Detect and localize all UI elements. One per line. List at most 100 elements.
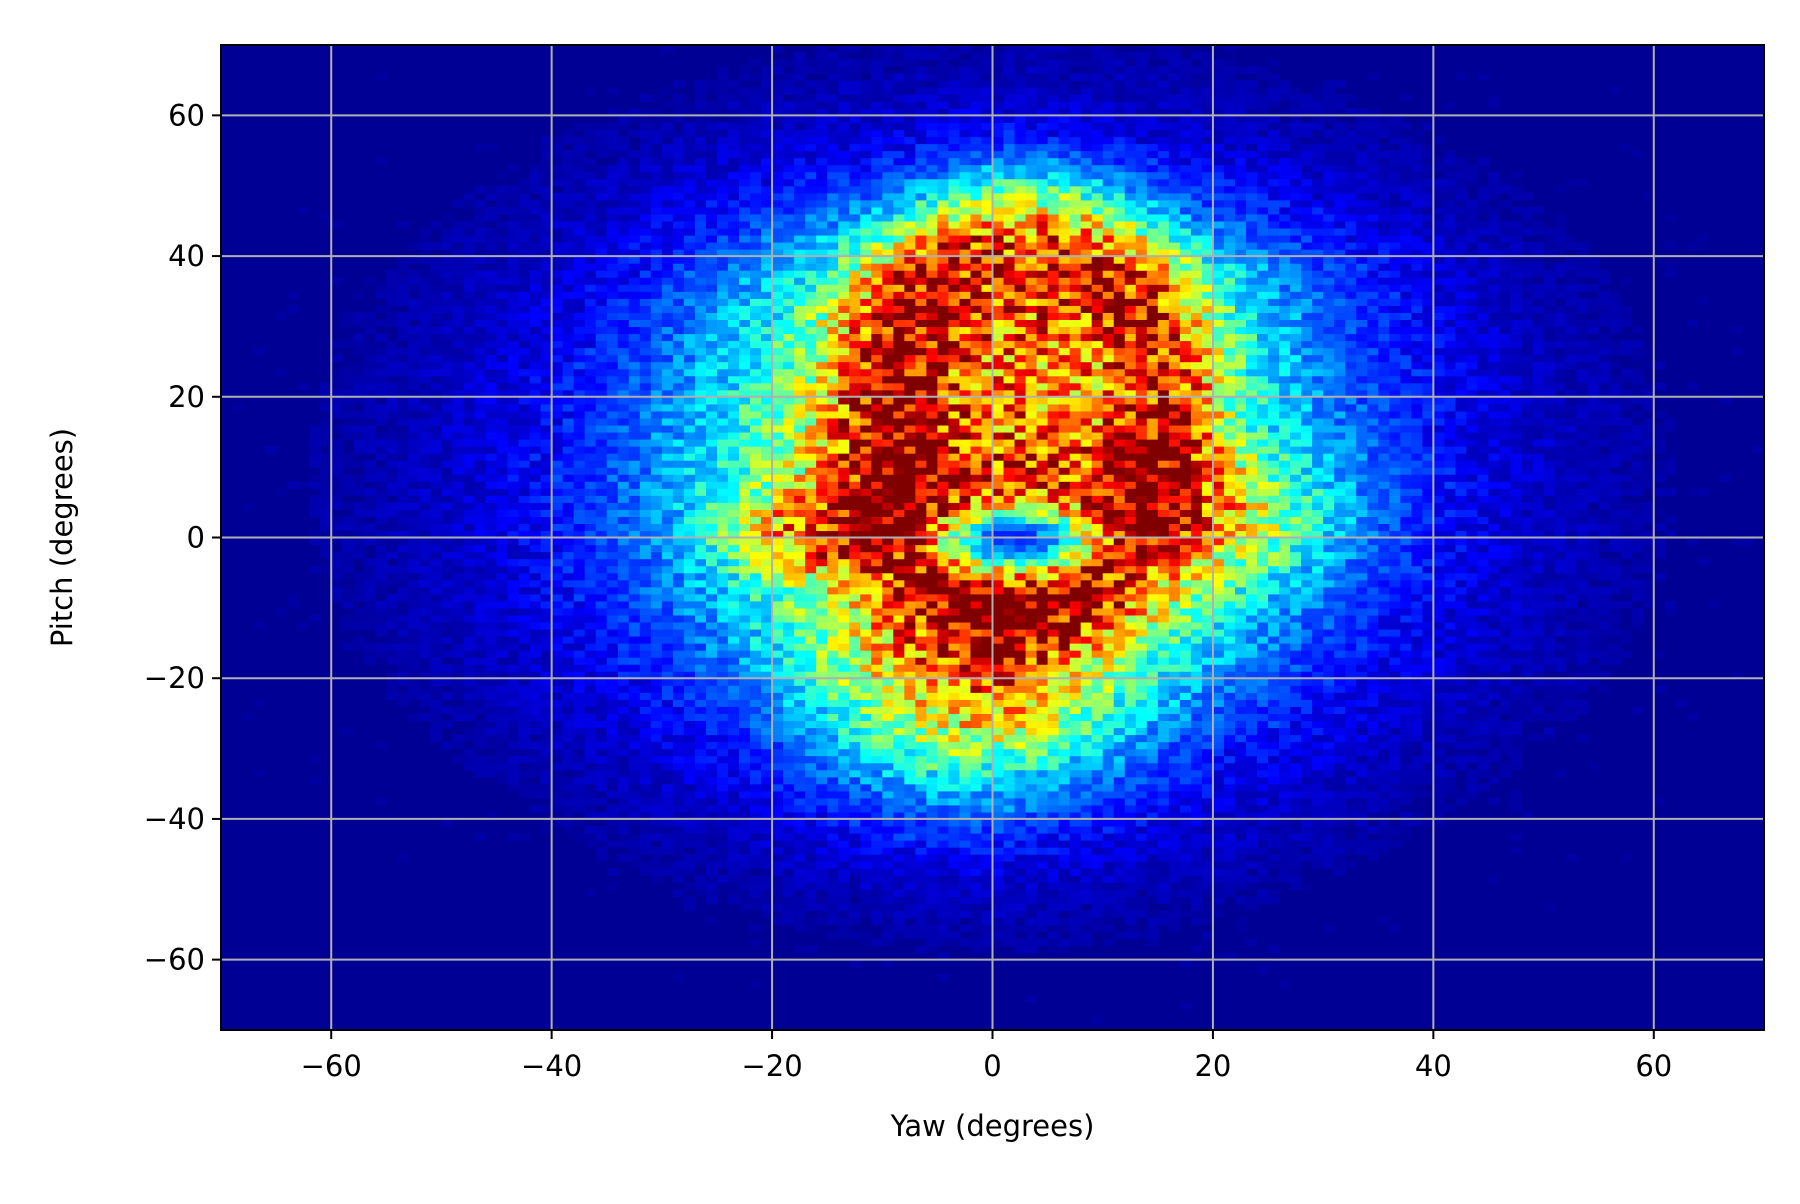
heatmap-cell [705, 439, 718, 447]
heatmap-cell [683, 537, 696, 546]
heatmap-cell [639, 474, 652, 482]
heatmap-cell [783, 811, 795, 820]
heatmap-cell [794, 727, 806, 736]
heatmap-cell [783, 903, 795, 911]
heatmap-cell [838, 115, 850, 123]
heatmap-cell [606, 164, 619, 173]
heatmap-cell [650, 220, 663, 229]
heatmap-cell [816, 868, 828, 876]
heatmap-cell [761, 678, 773, 686]
heatmap-cell [452, 657, 465, 665]
heatmap-cell [838, 537, 850, 546]
heatmap-cell [727, 544, 740, 553]
heatmap-cell [661, 340, 674, 349]
heatmap-cell [562, 797, 575, 806]
heatmap-cell [783, 804, 795, 813]
heatmap-cell [871, 242, 883, 250]
heatmap-cell [871, 565, 883, 574]
heatmap-cell [540, 333, 553, 342]
heatmap-cell [617, 720, 630, 729]
heatmap-cell [871, 783, 883, 792]
heatmap-cell [882, 833, 894, 841]
heatmap-cell [838, 706, 850, 714]
heatmap-cell [507, 551, 520, 560]
heatmap-cell [595, 375, 608, 384]
heatmap-cell [661, 256, 674, 264]
heatmap-cell [452, 368, 465, 377]
heatmap-cell [683, 664, 696, 672]
heatmap-cell [606, 537, 619, 546]
heatmap-cell [375, 643, 387, 651]
heatmap-cell [694, 586, 707, 595]
heatmap-cell [452, 650, 465, 658]
heatmap-cell [805, 776, 817, 785]
heatmap-cell [705, 523, 718, 532]
heatmap-cell [838, 924, 850, 933]
heatmap-cell [353, 551, 365, 560]
heatmap-cell [518, 790, 531, 799]
heatmap-cell [761, 396, 773, 405]
heatmap-cell [705, 748, 718, 757]
heatmap-cell [816, 748, 828, 757]
heatmap-cell [727, 270, 740, 278]
heatmap-cell [838, 797, 850, 806]
heatmap-cell [595, 242, 608, 250]
heatmap-cell [816, 903, 828, 911]
heatmap-cell [661, 818, 674, 827]
heatmap-cell [672, 678, 685, 686]
heatmap-cell [397, 636, 409, 644]
heatmap-cell [672, 213, 685, 222]
heatmap-cell [772, 101, 784, 109]
heatmap-cell [386, 488, 398, 496]
heatmap-cell [694, 417, 707, 426]
heatmap-cell [694, 467, 707, 475]
heatmap-cell [650, 572, 663, 581]
heatmap-cell [595, 727, 608, 736]
heatmap-cell [518, 424, 531, 433]
heatmap-cell [606, 516, 619, 525]
heatmap-cell [584, 523, 597, 532]
heatmap-cell [794, 263, 806, 271]
heatmap-cell [705, 917, 718, 926]
heatmap-cell [772, 544, 784, 553]
heatmap-cell [661, 593, 674, 602]
heatmap-cell [827, 678, 839, 686]
heatmap-cell [761, 621, 773, 630]
heatmap-cell [375, 291, 387, 299]
heatmap-cell [606, 551, 619, 560]
heatmap-cell [485, 340, 498, 349]
heatmap-cell [805, 636, 817, 644]
heatmap-cell [672, 769, 685, 778]
heatmap-cell [485, 410, 498, 419]
heatmap-cell [540, 150, 553, 159]
heatmap-cell [309, 439, 321, 447]
heatmap-cell [772, 734, 784, 743]
heatmap-cell [739, 755, 751, 764]
heatmap-cell [772, 875, 784, 883]
heatmap-cell [882, 192, 894, 201]
heatmap-cell [507, 628, 520, 637]
heatmap-cell [794, 108, 806, 116]
heatmap-cell [606, 150, 619, 159]
heatmap-cell [783, 530, 795, 539]
heatmap-cell [595, 347, 608, 356]
heatmap-cell [529, 242, 542, 250]
heatmap-cell [672, 699, 685, 707]
heatmap-cell [805, 431, 817, 440]
heatmap-cell [805, 664, 817, 672]
heatmap-cell [805, 80, 817, 88]
heatmap-cell [474, 460, 487, 468]
heatmap-cell [871, 748, 883, 757]
heatmap-cell [639, 783, 652, 792]
heatmap-cell [882, 917, 894, 926]
heatmap-cell [408, 417, 420, 426]
heatmap-cell [739, 565, 751, 574]
heatmap-cell [739, 136, 751, 145]
heatmap-cell [617, 854, 630, 862]
heatmap-cell [573, 685, 586, 693]
heatmap-cell [496, 706, 509, 714]
heatmap-cell [452, 298, 465, 306]
heatmap-cell [882, 938, 894, 947]
heatmap-cell [397, 417, 409, 426]
heatmap-cell [606, 424, 619, 433]
